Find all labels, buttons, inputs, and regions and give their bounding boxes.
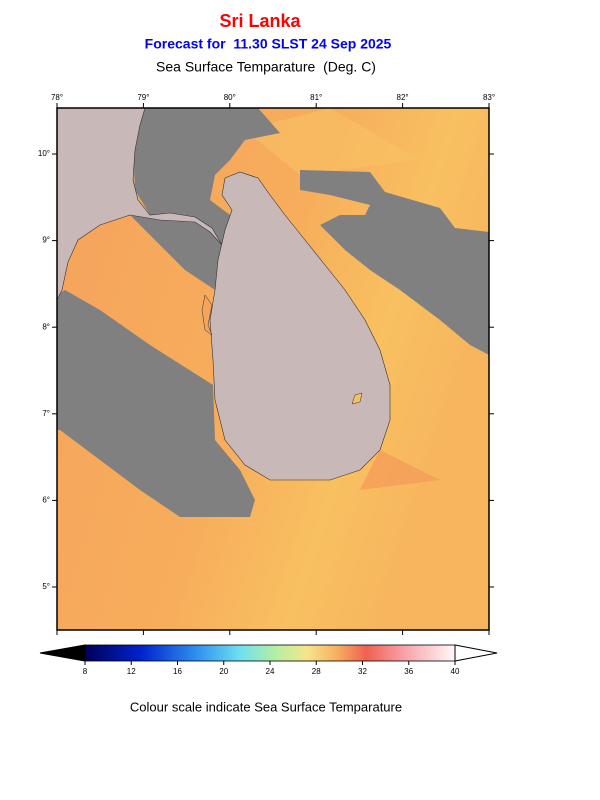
colorbar-under	[39, 644, 86, 662]
lagoon	[201, 294, 213, 336]
lat-tick-label: 8°	[42, 322, 50, 331]
map-frame	[56, 107, 490, 631]
colorbar-tick-label: 16	[173, 667, 182, 676]
lat-tick-label: 7°	[42, 409, 50, 418]
colorbar	[84, 644, 456, 662]
no-data	[57, 290, 255, 517]
no-data	[130, 108, 280, 290]
colorbar-tick-label: 20	[219, 667, 228, 676]
colorbar-tick-label: 28	[312, 667, 321, 676]
colorbar-tick-label: 8	[83, 667, 88, 676]
warm-band	[360, 450, 440, 490]
lon-tick-label: 82°	[397, 93, 409, 102]
lon-tick-label: 80°	[224, 93, 236, 102]
lon-tick-label: 78°	[51, 93, 63, 102]
colorbar-tick-label: 40	[451, 667, 460, 676]
reservoir	[351, 392, 363, 405]
subtitle: Forecast for 11.30 SLST 24 Sep 2025	[145, 36, 392, 52]
title: Sri Lanka	[219, 11, 301, 31]
lat-tick-label: 6°	[42, 496, 50, 505]
map	[57, 108, 489, 630]
colorbar-tick-label: 36	[404, 667, 413, 676]
lon-tick-label: 79°	[137, 93, 149, 102]
colorbar-tick-label: 32	[358, 667, 367, 676]
lon-tick-label: 83°	[483, 93, 495, 102]
parameter: Sea Surface Temparature (Deg. C)	[156, 59, 376, 75]
warm-band	[245, 108, 420, 175]
lat-tick-label: 10°	[38, 149, 50, 158]
colorbar-tick-label: 24	[266, 667, 275, 676]
no-data	[300, 170, 489, 355]
caption: Colour scale indicate Sea Surface Tempar…	[130, 699, 402, 714]
sri-lanka	[209, 171, 391, 481]
colorbar-tick-label: 12	[127, 667, 136, 676]
lat-tick-label: 9°	[42, 236, 50, 245]
lat-tick-label: 5°	[42, 582, 50, 591]
colorbar-over	[454, 644, 498, 662]
lon-tick-label: 81°	[310, 93, 322, 102]
